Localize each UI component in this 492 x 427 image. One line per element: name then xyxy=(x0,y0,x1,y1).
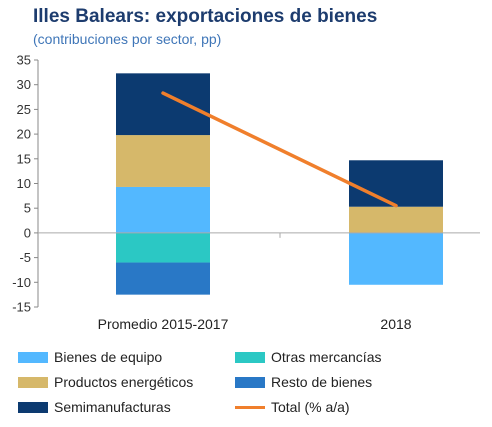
legend-label: Productos energéticos xyxy=(54,374,194,390)
legend-item-otras-mercancias: Otras mercancías xyxy=(235,349,381,365)
x-axis: Promedio 2015-2017 2018 xyxy=(98,316,412,332)
bar-segment xyxy=(349,160,443,207)
x-category-label: 2018 xyxy=(380,316,411,332)
total-line xyxy=(161,91,398,208)
y-tick-label: 35 xyxy=(17,53,31,68)
legend-swatch xyxy=(18,376,48,388)
y-tick-label: 25 xyxy=(17,102,31,117)
bar-segment xyxy=(116,262,210,295)
y-axis: -15 -10 -5 0 5 10 15 20 25 30 35 xyxy=(12,53,39,315)
bar-segment xyxy=(116,73,210,136)
bar-segment xyxy=(116,232,210,263)
bar-segment xyxy=(116,186,210,233)
y-tick-label: 15 xyxy=(17,151,31,166)
legend-swatch xyxy=(235,351,265,363)
legend-label: Bienes de equipo xyxy=(54,349,163,365)
legend-swatch xyxy=(18,401,48,413)
zero-line xyxy=(38,232,480,238)
y-tick-label: 20 xyxy=(17,127,31,142)
bar-segment xyxy=(349,232,443,285)
bar-segment xyxy=(116,135,210,187)
legend-line-swatch xyxy=(235,405,265,409)
legend-label: Semimanufacturas xyxy=(54,399,171,415)
legend-item-semimanufacturas: Semimanufacturas xyxy=(18,399,171,415)
legend-label: Otras mercancías xyxy=(271,349,382,365)
legend-swatch xyxy=(18,351,48,363)
legend-label: Total (% a/a) xyxy=(271,399,350,415)
chart-subtitle: (contribuciones por sector, pp) xyxy=(33,31,222,47)
legend-item-total: Total (% a/a) xyxy=(235,399,350,415)
y-tick-label: 10 xyxy=(17,176,31,191)
y-tick-label: 5 xyxy=(24,201,31,216)
chart-title: Illes Balears: exportaciones de bienes xyxy=(33,6,378,27)
legend-label: Resto de bienes xyxy=(271,374,373,390)
y-tick-label: -15 xyxy=(12,300,31,315)
y-tick-label: -10 xyxy=(12,275,31,290)
y-tick-label: -5 xyxy=(19,250,31,265)
y-tick-label: 30 xyxy=(17,77,31,92)
legend-item-bienes-de-equipo: Bienes de equipo xyxy=(18,349,162,365)
total-line-path xyxy=(161,91,398,208)
legend-item-resto-de-bienes: Resto de bienes xyxy=(235,374,372,390)
bar-segment xyxy=(349,206,443,233)
x-category-label: Promedio 2015-2017 xyxy=(98,316,229,332)
legend-swatch xyxy=(235,376,265,388)
bars xyxy=(116,73,443,295)
legend-item-productos-energeticos: Productos energéticos xyxy=(18,374,193,390)
y-tick-label: 0 xyxy=(24,225,31,240)
